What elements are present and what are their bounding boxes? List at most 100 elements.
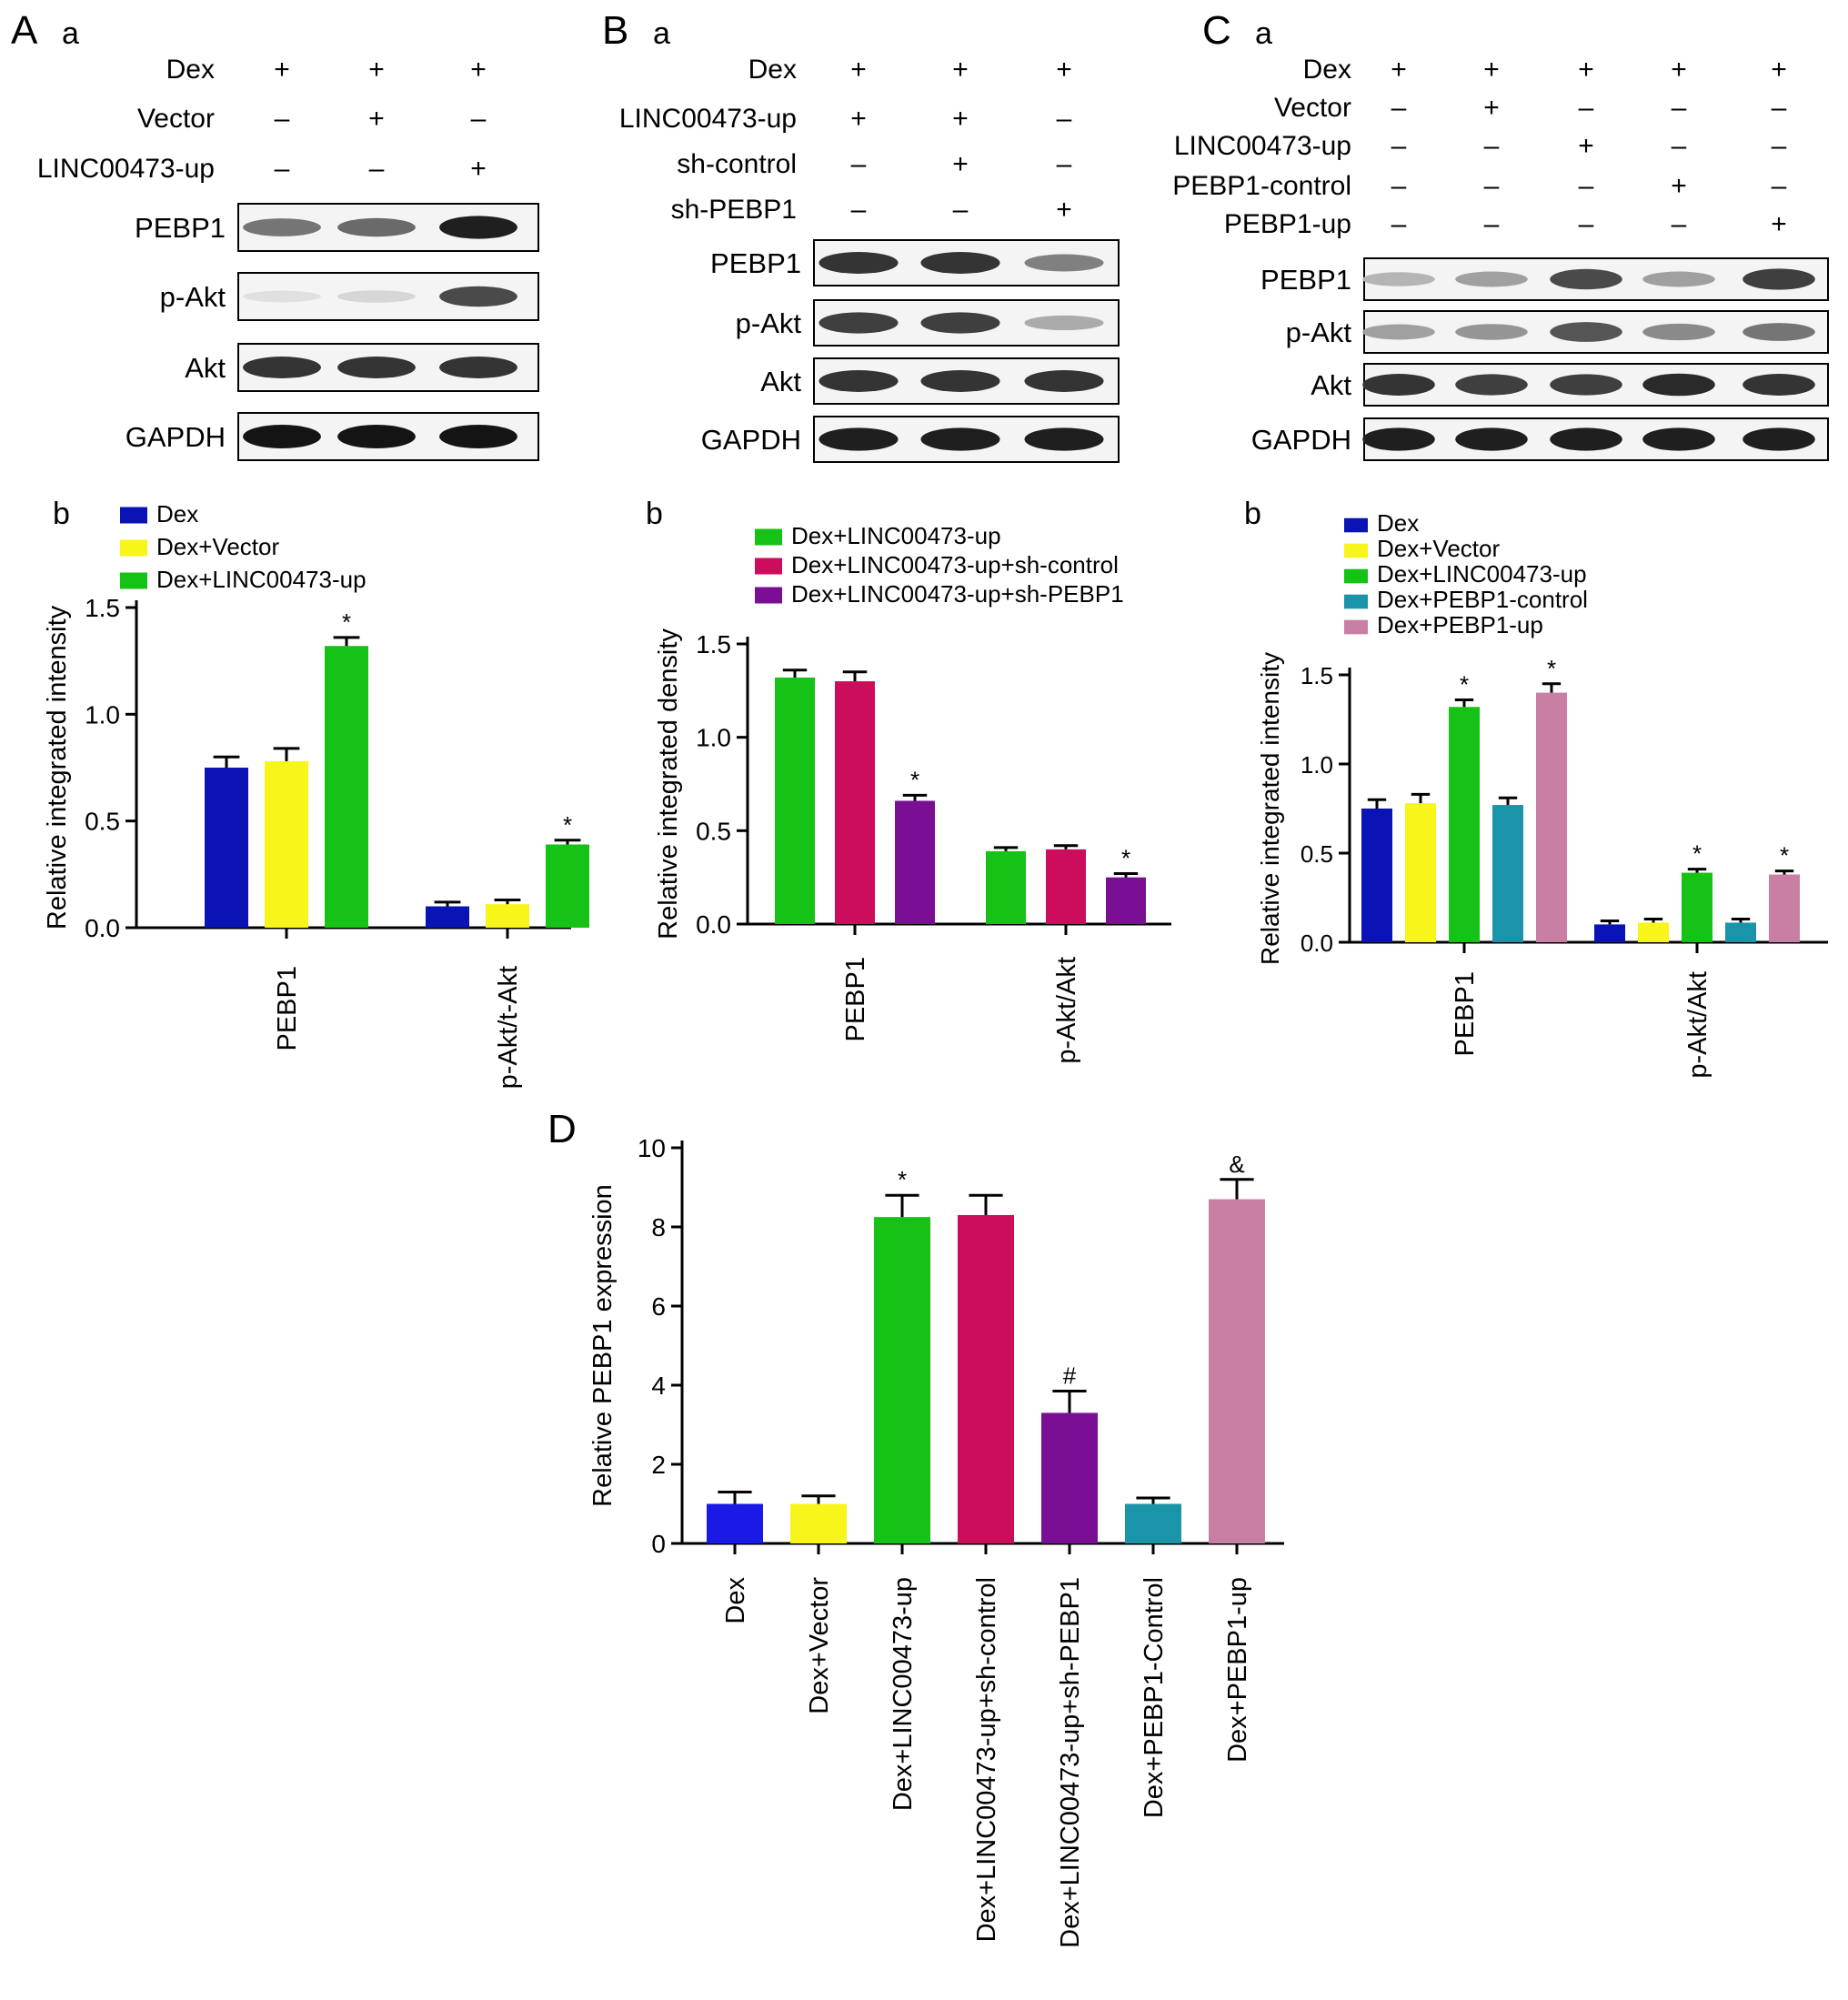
x-tick-label: Dex+LINC00473-up+sh-control xyxy=(972,1577,1001,1942)
significance-mark: * xyxy=(1460,670,1469,698)
condition-sign: + xyxy=(470,154,487,184)
condition-sign: – xyxy=(1772,93,1787,123)
condition-sign: + xyxy=(1771,209,1787,239)
y-tick-label: 1.5 xyxy=(696,630,731,658)
panel-letter: A xyxy=(11,8,38,53)
blot-band xyxy=(439,216,517,239)
blot-band xyxy=(1642,271,1715,287)
x-tick-label: PEBP1 xyxy=(273,966,302,1051)
blot-band xyxy=(1455,374,1528,396)
blot-band xyxy=(243,425,321,448)
condition-sign: – xyxy=(275,154,290,184)
bar-chart-d: 0 2 4 6 8 10 Relative PEBP1 expression D Dex Dex+… xyxy=(547,1107,1284,1948)
panel-letter: C xyxy=(1202,8,1231,53)
legend-label: Dex+Vector xyxy=(156,533,279,560)
blot-band xyxy=(1550,322,1622,342)
condition-label: PEBP1-up xyxy=(1224,209,1351,239)
panel-letter: B xyxy=(602,8,628,53)
blot-band xyxy=(439,357,517,378)
blot-band xyxy=(1362,324,1435,340)
y-tick-label: 1.0 xyxy=(1301,751,1333,779)
significance-mark: * xyxy=(898,1166,907,1193)
significance-mark: * xyxy=(1780,842,1789,869)
blot-label: PEBP1 xyxy=(710,247,801,279)
x-tick-label: p-Akt/Akt xyxy=(1683,971,1712,1079)
x-tick-label: PEBP1 xyxy=(841,957,870,1042)
condition-sign: + xyxy=(1671,171,1687,201)
bar xyxy=(205,768,248,928)
y-axis-label: Relative integrated intensity xyxy=(43,605,72,930)
blot-label: Akt xyxy=(185,352,226,384)
condition-sign: – xyxy=(1484,209,1500,239)
blot-band xyxy=(1024,254,1104,272)
x-tick-label: PEBP1 xyxy=(1451,971,1480,1057)
y-tick-label: 0.5 xyxy=(1301,840,1333,868)
blot-label: GAPDH xyxy=(701,424,801,456)
condition-label: LINC00473-up xyxy=(37,154,215,184)
bar xyxy=(1682,872,1712,942)
legend-label: Dex+PEBP1-up xyxy=(1377,611,1543,638)
blot-band xyxy=(920,427,1000,451)
condition-sign: + xyxy=(1771,55,1787,85)
x-tick-label: Dex+LINC00473-up xyxy=(889,1577,918,1811)
condition-label: PEBP1-control xyxy=(1172,171,1351,201)
legend-swatch xyxy=(1344,568,1368,584)
condition-sign: – xyxy=(1772,131,1787,161)
panel-sublabel: b xyxy=(646,497,663,531)
condition-sign: + xyxy=(952,104,969,134)
blot-band xyxy=(819,252,899,274)
legend-label: Dex+LINC00473-up+sh-PEBP1 xyxy=(791,580,1124,608)
bar xyxy=(835,681,875,924)
legend-swatch xyxy=(120,539,147,557)
bar xyxy=(546,844,589,928)
condition-sign: – xyxy=(1391,171,1407,201)
bar xyxy=(1106,877,1146,924)
bar xyxy=(1405,803,1436,942)
y-axis-label: Relative PEBP1 expression xyxy=(588,1184,618,1507)
bar-chart-c: 0.0 0.5 1.0 1.5 Relative integrated intensit… xyxy=(1244,497,1828,1079)
condition-sign: – xyxy=(953,195,969,225)
panel-sublabel: a xyxy=(653,16,670,51)
condition-label: Dex xyxy=(748,55,797,85)
bar xyxy=(1125,1503,1181,1543)
legend-swatch xyxy=(1344,619,1368,635)
condition-label: sh-PEBP1 xyxy=(671,195,797,225)
condition-sign: – xyxy=(1391,209,1407,239)
significance-mark: & xyxy=(1229,1151,1244,1178)
bar xyxy=(1046,849,1086,924)
condition-sign: + xyxy=(952,55,969,85)
blot-label: PEBP1 xyxy=(1260,264,1351,296)
condition-label: LINC00473-up xyxy=(1174,131,1351,161)
condition-sign: – xyxy=(1672,209,1687,239)
blot-band xyxy=(1550,268,1622,290)
bar xyxy=(1536,692,1567,942)
blot-band xyxy=(337,217,416,237)
legend-label: Dex+LINC00473-up xyxy=(1377,560,1587,588)
blot-band xyxy=(1024,427,1104,451)
condition-label: LINC00473-up xyxy=(619,104,797,134)
significance-mark: * xyxy=(342,608,351,636)
panel-sublabel: a xyxy=(1255,16,1272,51)
condition-sign: – xyxy=(1672,93,1687,123)
y-tick-label: 4 xyxy=(651,1372,666,1400)
blot-band xyxy=(243,218,321,236)
condition-sign: – xyxy=(369,154,385,184)
condition-sign: – xyxy=(1391,93,1407,123)
condition-sign: – xyxy=(851,149,867,179)
legend-swatch xyxy=(755,558,782,575)
bar xyxy=(1209,1199,1265,1543)
bar xyxy=(775,677,815,924)
blot-band xyxy=(1743,323,1815,341)
blot-label: p-Akt xyxy=(1286,317,1352,348)
blot-band xyxy=(1642,373,1715,397)
legend-label: Dex+PEBP1-control xyxy=(1377,586,1588,613)
blot-band xyxy=(1743,374,1815,396)
panel-sublabel: b xyxy=(53,497,70,531)
bar xyxy=(325,646,368,928)
blot-band xyxy=(1550,374,1622,396)
blot-label: GAPDH xyxy=(1251,424,1351,456)
legend-swatch xyxy=(755,528,782,546)
